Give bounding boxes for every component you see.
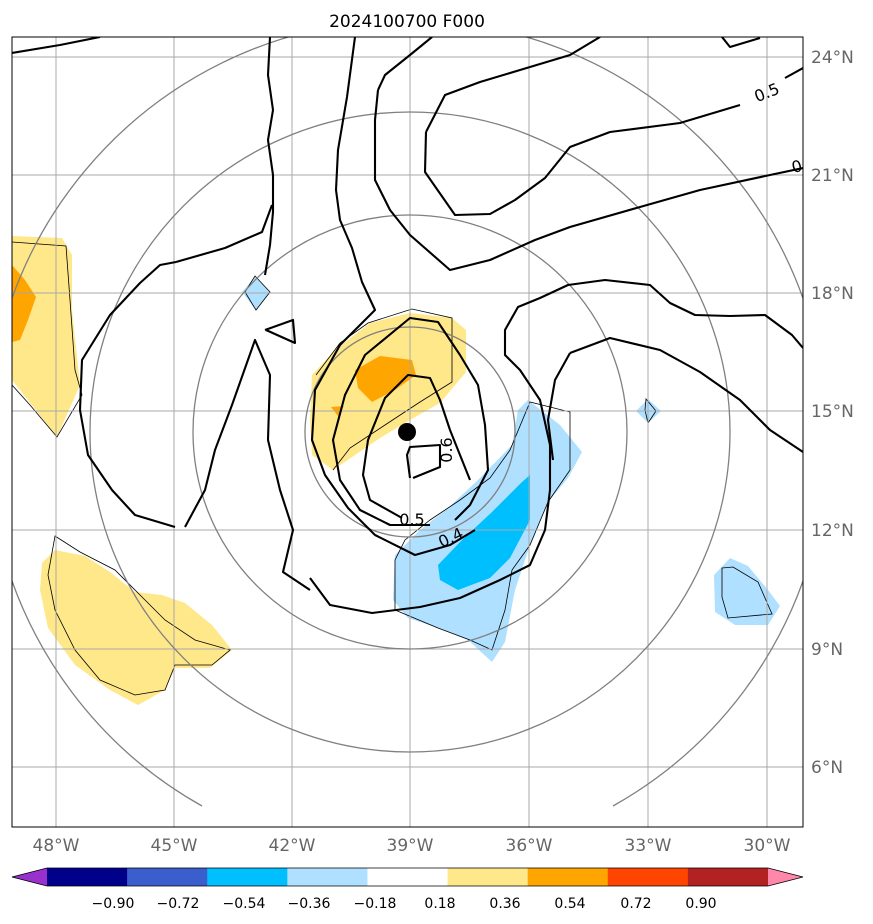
negative-anomaly-region xyxy=(714,558,780,625)
shaded-field xyxy=(12,236,780,705)
lon-axis: 48°W 45°W 42°W 39°W 36°W 33°W 30°W xyxy=(33,836,791,856)
map-frame xyxy=(11,36,804,828)
contour-line xyxy=(331,316,490,527)
colorbar-segment xyxy=(287,868,368,886)
colorbar-outline xyxy=(11,867,804,887)
colorbar-segment xyxy=(47,868,128,886)
colorbar-tick-label: 0.36 xyxy=(489,896,520,912)
contour-line xyxy=(264,318,297,345)
colorbar-tick-label: −0.90 xyxy=(92,896,135,912)
strong-positive-anomaly-region xyxy=(12,265,36,342)
contour-line xyxy=(263,37,275,276)
colorbar-segment xyxy=(367,868,449,886)
colorbar-tick-label: −0.36 xyxy=(288,896,331,912)
lon-label: 42°W xyxy=(269,836,316,856)
contour-line xyxy=(425,37,601,133)
storm-center-marker xyxy=(398,423,416,441)
lon-label: 33°W xyxy=(625,836,672,856)
colorbar-segment xyxy=(447,868,529,886)
colorbar-tick-label: −0.18 xyxy=(354,896,397,912)
positive-anomaly-region xyxy=(12,236,80,437)
contour-label: 0.5 xyxy=(751,79,782,106)
contour-line xyxy=(721,37,761,49)
contour-line xyxy=(784,67,803,79)
contour-line xyxy=(12,37,101,55)
colorbar-segment xyxy=(607,868,689,886)
colorbar-segment xyxy=(527,868,609,886)
contour-line xyxy=(423,103,741,217)
colorbar-extend-high xyxy=(768,868,803,886)
contour-line xyxy=(361,373,471,519)
lat-label: 15°N xyxy=(811,402,854,422)
map-title: 2024100700 F000 xyxy=(329,12,485,32)
colorbar-segment xyxy=(207,868,288,886)
contour-line xyxy=(405,443,442,479)
strong-positive-anomaly-region xyxy=(355,356,416,402)
lon-label: 45°W xyxy=(151,836,198,856)
strong-negative-anomaly-region xyxy=(438,475,530,590)
contour-line xyxy=(184,338,311,591)
contour-line xyxy=(373,89,803,272)
range-ring xyxy=(192,214,628,650)
colorbar-ticks: −0.90 −0.72 −0.54 −0.36 −0.18 0.18 0.36 … xyxy=(92,896,717,912)
lat-label: 18°N xyxy=(811,284,854,304)
lon-label: 48°W xyxy=(33,836,80,856)
colorbar-tick-label: −0.54 xyxy=(223,896,266,912)
colorbar-segment xyxy=(127,868,208,886)
colorbar-extend-low xyxy=(12,868,47,886)
contour-line xyxy=(175,204,273,264)
colorbar xyxy=(11,867,804,887)
lat-label: 9°N xyxy=(811,640,843,660)
contour-line xyxy=(78,260,177,529)
colorbar-segment xyxy=(687,868,769,886)
lat-label: 12°N xyxy=(811,521,854,541)
lat-label: 21°N xyxy=(811,166,854,186)
range-rings xyxy=(12,37,803,807)
range-ring xyxy=(304,326,516,538)
colorbar-tick-label: 0.90 xyxy=(685,896,716,912)
contour-label: 0 xyxy=(789,156,804,177)
contour-line xyxy=(377,37,433,91)
colorbar-tick-label: 0.18 xyxy=(424,896,455,912)
colorbar-tick-label: −0.72 xyxy=(157,896,200,912)
contour-line xyxy=(569,336,803,453)
contour-line xyxy=(309,278,803,615)
lat-label: 24°N xyxy=(811,48,854,68)
contour-line xyxy=(546,352,571,461)
lat-axis: 24°N 21°N 18°N 15°N 12°N 9°N 6°N xyxy=(811,48,854,778)
range-ring xyxy=(89,111,731,753)
lon-label: 39°W xyxy=(387,836,434,856)
colorbar-tick-label: 0.72 xyxy=(620,896,651,912)
contour-label: 0.6 xyxy=(437,437,456,462)
lon-label: 36°W xyxy=(506,836,553,856)
contour-line xyxy=(310,37,476,557)
contours xyxy=(12,37,803,615)
lat-label: 6°N xyxy=(811,758,843,778)
colorbar-tick-label: 0.54 xyxy=(554,896,585,912)
lon-label: 30°W xyxy=(744,836,791,856)
positive-anomaly-region xyxy=(40,550,232,705)
contour-label: 0.5 xyxy=(399,510,424,529)
